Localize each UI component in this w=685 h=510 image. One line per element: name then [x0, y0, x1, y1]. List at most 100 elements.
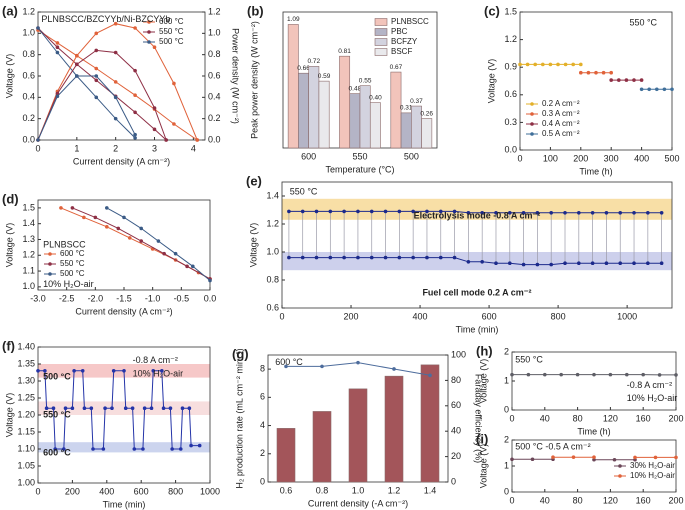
value-label: 0.55 — [359, 77, 372, 84]
y-tick-label: 1.15 — [17, 426, 35, 436]
legend-label: BSCF — [391, 47, 412, 56]
data-point — [130, 406, 135, 411]
series-line — [288, 257, 662, 266]
annotation: 600 °C — [275, 357, 303, 367]
y-tick-label: 1.25 — [17, 392, 35, 402]
y-tick-label: 1.2 — [504, 34, 517, 44]
legend-label: 550 °C — [60, 259, 85, 268]
data-point — [59, 206, 63, 210]
data-point — [62, 447, 66, 451]
legend-marker — [147, 30, 151, 34]
data-point — [55, 94, 60, 99]
bar — [349, 93, 361, 149]
y-tick-label: 1.40 — [17, 341, 35, 351]
y2-tick-label: 0.0 — [208, 134, 221, 144]
data-point — [103, 406, 107, 411]
y-tick-label: 0 — [504, 404, 509, 414]
x-tick-label: -0.5 — [174, 293, 190, 303]
annotation: 550 °C — [515, 354, 543, 364]
data-point — [507, 261, 512, 266]
bar — [339, 55, 351, 149]
series-line — [37, 27, 136, 139]
data-point — [646, 261, 650, 266]
x-tick-label: 600 — [301, 151, 316, 161]
x-tick-label: 100 — [543, 153, 558, 163]
data-point — [618, 261, 623, 266]
data-point — [612, 457, 617, 462]
data-point — [494, 211, 498, 215]
x-axis-label: Time (min) — [456, 324, 499, 334]
y-tick-label: 4 — [260, 420, 265, 430]
y-tick-label: 0.2 — [22, 113, 35, 123]
data-point — [75, 62, 79, 67]
data-point — [549, 262, 554, 267]
y-tick-label: 1.1 — [22, 265, 35, 275]
legend-marker — [147, 20, 151, 24]
legend-label: PBC — [391, 27, 408, 36]
x-tick-label: 1000 — [200, 486, 220, 496]
data-point — [662, 87, 667, 92]
data-point — [604, 211, 609, 215]
x-tick-label: -3.0 — [30, 293, 46, 303]
annotation: -0.8 A cm⁻² — [627, 380, 672, 390]
data-point — [592, 455, 596, 459]
x-axis-label: Time (min) — [103, 499, 146, 509]
data-point — [383, 255, 388, 260]
data-point — [632, 261, 636, 266]
y2-tick-label: 1.2 — [208, 6, 221, 16]
y-axis-label: H₂ production rate (mL cm⁻² min⁻¹) — [234, 348, 244, 488]
annotation: 550 °C — [43, 409, 71, 419]
legend-marker — [147, 40, 151, 44]
y-tick-label: 1.00 — [17, 477, 35, 487]
y-tick-label: 8 — [260, 363, 265, 373]
y-axis-label: Peak power density (W cm⁻²) — [249, 21, 259, 139]
data-point — [75, 53, 79, 58]
annotation: 600 °C — [43, 447, 71, 457]
data-point — [369, 255, 374, 260]
x-tick-label: 3 — [152, 143, 157, 153]
data-point — [113, 50, 118, 55]
bar — [276, 428, 296, 483]
data-point — [36, 369, 40, 373]
x-tick-label: 800 — [168, 486, 183, 496]
panel-label: (c) — [484, 3, 500, 18]
data-point — [428, 373, 432, 378]
data-point — [356, 360, 360, 365]
value-label: 0.48 — [349, 85, 362, 92]
data-point — [633, 455, 637, 460]
y-tick-label: 2 — [504, 434, 509, 444]
y-tick-label: 1.2 — [22, 250, 35, 260]
data-point — [44, 406, 49, 411]
data-point — [164, 138, 168, 142]
y-tick-label: 0.6 — [266, 302, 279, 312]
x-tick-label: 4 — [191, 143, 196, 153]
panel-label: (i) — [476, 431, 488, 446]
panel-label: (b) — [247, 3, 264, 18]
data-point — [563, 261, 567, 266]
data-point — [189, 443, 193, 448]
x-tick-label: 550 — [352, 151, 367, 161]
x-tick-label: 800 — [551, 311, 566, 321]
data-point — [151, 369, 156, 373]
data-point — [152, 45, 157, 49]
legend-label: 10% H₂O-air — [630, 471, 675, 480]
y-tick-label: 0.8 — [266, 274, 279, 284]
y-tick-label: 1.5 — [22, 202, 35, 212]
data-point — [287, 255, 291, 260]
data-point — [425, 255, 429, 260]
data-point — [590, 261, 595, 266]
legend-label: 550 °C — [159, 27, 184, 36]
data-point — [670, 87, 674, 92]
data-point — [300, 209, 305, 214]
annotation: -0.8 A cm⁻² — [133, 355, 178, 365]
data-point — [139, 239, 143, 243]
series-line — [37, 75, 136, 141]
y-tick-label: 0 — [260, 476, 265, 486]
y-tick-label: 1.3 — [22, 234, 35, 244]
x-tick-label: -2.5 — [59, 293, 75, 303]
data-point — [63, 406, 68, 411]
y2-tick-label: 100 — [451, 349, 466, 359]
band — [282, 252, 672, 271]
data-point — [438, 255, 443, 260]
x-tick-label: 0 — [35, 143, 40, 153]
